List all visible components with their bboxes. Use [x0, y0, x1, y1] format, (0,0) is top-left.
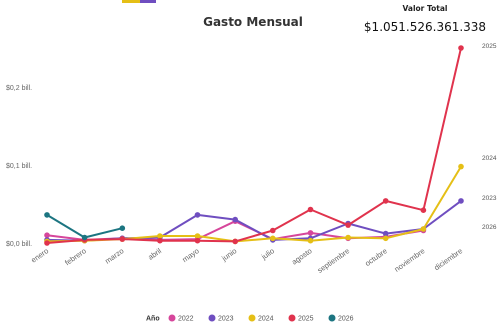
top-legend-swatch-yellow — [122, 0, 140, 3]
data-point[interactable] — [194, 233, 201, 239]
series-end-labels: 2025 2024 2023 2026 — [482, 43, 497, 231]
y-tick-label: $0,2 bill. — [6, 85, 32, 92]
data-point[interactable] — [420, 207, 427, 213]
data-point[interactable] — [157, 237, 163, 244]
legend-label: 2022 — [178, 316, 194, 323]
legend-marker — [168, 314, 176, 322]
x-tick-label: julio — [259, 246, 276, 262]
legend-item-2026[interactable]: 2026 — [328, 314, 354, 323]
x-tick-label: agosto — [290, 246, 314, 266]
x-axis: enero febrero marzo abril mayo junio julio agos… — [29, 246, 464, 275]
legend-item-2022[interactable]: 2022 — [168, 314, 194, 323]
data-point[interactable] — [382, 235, 389, 242]
legend-label: 2024 — [258, 316, 274, 323]
data-point[interactable] — [194, 212, 201, 218]
data-point[interactable] — [44, 232, 50, 238]
legend-marker — [208, 314, 216, 322]
data-point[interactable] — [119, 236, 126, 242]
legend: Año 2022 2023 2024 2025 2026 — [146, 314, 354, 323]
x-tick-label: junio — [219, 246, 238, 263]
series-2026 — [44, 212, 126, 241]
x-tick-label: febrero — [63, 246, 88, 267]
data-point[interactable] — [420, 226, 427, 232]
legend-item-2025[interactable]: 2025 — [288, 314, 314, 323]
data-point[interactable] — [194, 237, 201, 244]
x-tick-label: enero — [29, 246, 50, 264]
series-line-2025 — [46, 47, 462, 244]
data-point[interactable] — [307, 206, 314, 213]
data-point[interactable] — [232, 216, 238, 223]
data-point[interactable] — [458, 163, 464, 170]
x-tick-label: diciembre — [432, 246, 464, 272]
x-tick-label: septiembre — [316, 246, 352, 275]
data-point[interactable] — [382, 198, 389, 204]
end-label-2026: 2026 — [482, 224, 497, 231]
chart-title: Gasto Mensual — [203, 15, 303, 29]
series-layer — [44, 45, 464, 246]
data-point[interactable] — [81, 234, 88, 241]
legend-marker — [288, 314, 296, 322]
legend-label: 2026 — [338, 316, 354, 323]
end-label-2024: 2024 — [482, 155, 497, 162]
legend-label: 2025 — [298, 316, 314, 323]
data-point[interactable] — [157, 233, 163, 239]
series-2025 — [44, 45, 464, 246]
series-line-2026 — [46, 214, 123, 239]
legend-title: Año — [146, 316, 160, 323]
data-point[interactable] — [345, 234, 351, 241]
x-tick-label: octubre — [363, 246, 389, 268]
legend-marker — [248, 314, 256, 322]
total-value-label: Valor Total — [403, 4, 448, 13]
data-point[interactable] — [119, 225, 126, 231]
x-tick-label: noviembre — [393, 246, 427, 273]
data-point[interactable] — [44, 212, 50, 218]
legend-marker — [328, 314, 336, 322]
data-point[interactable] — [382, 230, 389, 237]
y-tick-label: $0,1 bill. — [6, 163, 32, 170]
data-point[interactable] — [270, 235, 276, 242]
y-tick-label: $0,0 bill. — [6, 241, 32, 248]
top-legend-swatch-purple — [140, 0, 156, 3]
x-tick-label: marzo — [103, 246, 125, 265]
legend-item-2023[interactable]: 2023 — [208, 314, 234, 323]
data-point[interactable] — [458, 45, 464, 51]
data-point[interactable] — [307, 237, 314, 244]
data-point[interactable] — [44, 240, 50, 246]
data-point[interactable] — [270, 227, 276, 234]
x-tick-label: abril — [146, 246, 163, 262]
legend-item-2024[interactable]: 2024 — [248, 314, 274, 323]
end-label-2025: 2025 — [482, 43, 497, 50]
x-tick-label: mayo — [181, 246, 201, 264]
data-point[interactable] — [232, 238, 238, 245]
data-point[interactable] — [345, 222, 351, 228]
data-point[interactable] — [458, 198, 464, 204]
total-value: $1.051.526.361.338 — [364, 20, 486, 34]
end-label-2023: 2023 — [482, 195, 497, 202]
data-point[interactable] — [307, 230, 314, 236]
y-axis: $0,0 bill. $0,1 bill. $0,2 bill. — [6, 85, 32, 248]
legend-label: 2023 — [218, 316, 234, 323]
